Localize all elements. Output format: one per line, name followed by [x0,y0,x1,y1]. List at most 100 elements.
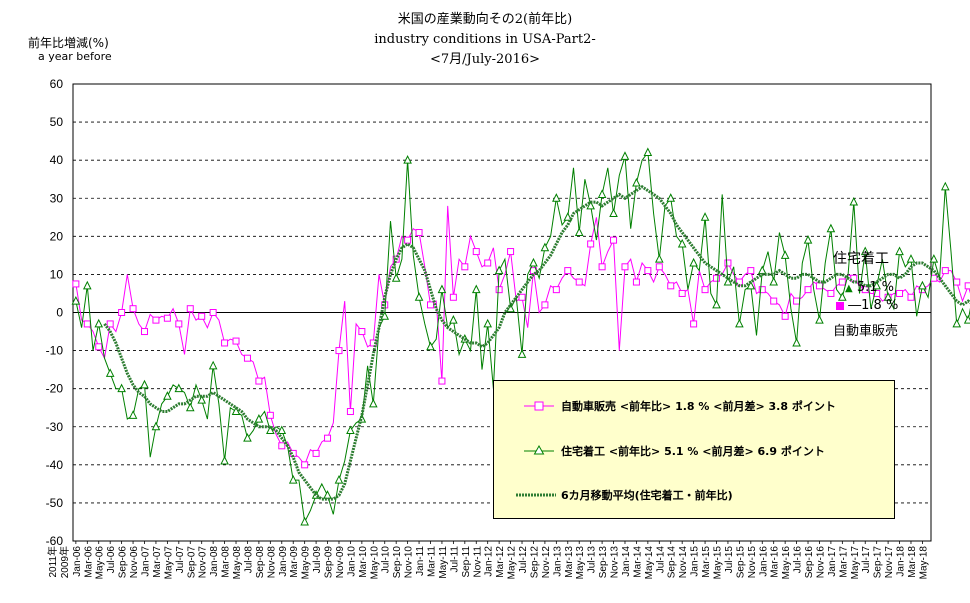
x-tick-label: Jan-14 [621,546,632,577]
x-tick-label: Sep-08 [255,546,266,579]
housing-starts-point [666,193,676,202]
auto-sales-point [690,320,698,328]
chart-subtitle: industry conditions in USA-Part2- [374,32,596,47]
housing-starts-point [174,383,184,393]
housing-starts-point [426,341,435,351]
housing-starts-point [391,273,401,282]
housing-starts-point [826,223,836,233]
housing-starts-point [277,425,287,435]
housing-starts-point [185,402,195,412]
x-tick-label: Mar-18 [907,546,918,578]
x-tick-label: Mar-11 [427,546,438,577]
x-tick-label: Jul-09 [312,546,323,574]
housing-starts-point [769,276,779,286]
housing-starts-point [529,257,538,267]
x-tick-label: Nov-14 [678,546,689,579]
legend-moving-average: 6カ月移動平均(住宅着工・前年比) [561,489,733,502]
x-tick-label: May-13 [575,546,586,580]
housing-starts-point [163,391,172,400]
auto-sales-point [770,297,778,305]
square-icon [836,301,844,310]
x-tick-label: Sep-13 [598,546,609,579]
auto-sales-point [472,248,480,256]
housing-starts-point [735,318,744,328]
y-tick-label: -40 [46,458,64,472]
housing-starts-point [471,284,481,294]
auto-sales-point [518,293,526,301]
auto-sales-point [335,347,343,355]
x-tick-label: Jul-17 [861,546,872,574]
auto-sales-point [186,305,194,313]
auto-sales-point [632,278,640,286]
housing-starts-point [643,147,653,157]
x-tick-label: Jul-06 [106,546,117,574]
x-tick-label: Jan-09 [278,546,289,577]
auto-sales-point [552,286,560,294]
housing-starts-point [940,181,950,191]
y-tick-label: -30 [46,420,64,434]
x-tick-label: Mar-07 [152,546,163,578]
x-tick-label: Mar-14 [632,546,643,578]
x-tick-label: Jan-12 [484,546,495,577]
auto-sales-point [896,289,904,297]
x-tick-label: Jul-07 [175,546,186,574]
x-tick-label: Jul-15 [724,546,735,574]
housing-starts-point [403,155,412,164]
housing-starts-point [632,177,641,187]
x-tick-label: Mar-10 [358,546,369,578]
housing-starts-point [117,383,126,393]
auto-sales-point [358,328,366,336]
auto-sales-point [106,320,114,328]
auto-value-text: 1.8 % [861,298,899,313]
x-tick-label: Jul-16 [793,546,804,574]
x-tick-label: Jul-14 [655,546,666,574]
auto-sales-point [873,289,881,297]
x-tick-label: May-09 [301,546,312,580]
auto-sales-point [312,449,320,457]
y-axis-label: 前年比増減(%) [28,36,109,50]
auto-sales-point [907,293,915,301]
x-tick-label: Jan-08 [209,546,220,577]
housing-starts-point [140,379,149,389]
auto-sales-point [404,236,412,244]
y-tick-label: -60 [46,534,64,548]
housing-starts-point [689,257,698,267]
housing-starts-point [792,337,801,347]
housing-starts-point [540,242,550,252]
x-tick-label: Jul-12 [518,546,529,574]
auto-sales-point [507,248,515,256]
x-tick-label: Sep-12 [529,546,540,579]
legend-housing-starts: 住宅着工 <前年比> 5.1 % <前月差> 6.9 ポイント [561,445,825,458]
x-tick-label: May-17 [850,546,861,580]
x-tick-label: Sep-11 [461,546,472,578]
housing-starts-point [266,425,275,435]
auto-sales-point [953,278,961,286]
auto-sales-point [598,263,606,271]
x-tick-label: Jan-11 [415,546,426,576]
auto-sales-point [484,259,492,267]
auto-sales-point [461,263,469,271]
x-tick-label: Mar-08 [221,546,232,578]
auto-sales-point [301,461,309,469]
auto-sales-point [781,312,789,320]
housing-starts-point [872,280,881,290]
y-tick-label: -20 [46,382,64,396]
x-tick-label: Mar-12 [495,546,506,578]
auto-sales-point [163,314,171,322]
housing-starts-point [906,254,916,263]
auto-sales-point [861,286,869,294]
auto-sales-point [255,377,263,385]
x-tick-label: May-16 [781,546,792,580]
y-tick-label: 0 [56,306,63,320]
auto-sales-point [129,305,137,313]
y-tick-label: 10 [50,267,64,281]
legend-auto-sales: 自動車販売 <前年比> 1.8 % <前月差> 3.8 ポイント [561,400,836,413]
x-axis-note: 2011年 [46,546,59,578]
x-tick-label: Sep-06 [118,546,129,579]
housing-starts-point [620,151,630,160]
x-tick-label: Jan-07 [141,546,152,577]
housing-starts-point [82,280,92,290]
x-tick-label: Sep-15 [735,546,746,579]
x-tick-label: Nov-17 [884,546,895,579]
auto-sales-point [793,297,801,305]
